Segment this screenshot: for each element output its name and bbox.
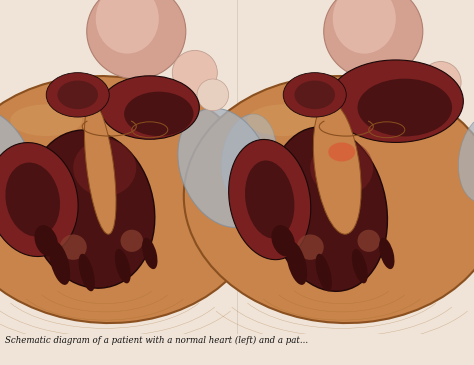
Text: Schematic diagram of a patient with a normal heart (left) and a pat...: Schematic diagram of a patient with a no… [5,336,308,345]
Ellipse shape [0,108,35,227]
Ellipse shape [297,234,324,260]
Ellipse shape [73,139,137,196]
Ellipse shape [0,143,78,257]
Ellipse shape [245,161,294,239]
Ellipse shape [310,139,373,196]
Ellipse shape [313,101,361,234]
Ellipse shape [0,76,263,323]
Ellipse shape [35,225,58,257]
Ellipse shape [57,81,98,109]
Ellipse shape [286,241,307,285]
Ellipse shape [5,162,60,237]
Ellipse shape [27,130,155,288]
Ellipse shape [328,60,464,142]
Ellipse shape [79,254,95,291]
Ellipse shape [221,114,276,203]
Ellipse shape [458,114,474,203]
Ellipse shape [120,230,143,252]
Ellipse shape [324,0,423,79]
Ellipse shape [115,249,131,283]
Ellipse shape [352,249,368,283]
Ellipse shape [379,238,394,269]
Ellipse shape [10,104,82,136]
Ellipse shape [49,241,70,285]
Ellipse shape [124,92,193,136]
Ellipse shape [357,79,452,137]
Ellipse shape [178,108,272,227]
Ellipse shape [272,225,295,257]
Ellipse shape [87,0,186,79]
Ellipse shape [283,73,346,117]
Ellipse shape [269,127,387,291]
Ellipse shape [357,230,380,252]
Ellipse shape [228,139,311,260]
Ellipse shape [316,254,332,291]
Ellipse shape [420,62,461,103]
Ellipse shape [100,76,199,139]
Ellipse shape [294,81,335,109]
Ellipse shape [333,0,396,54]
Ellipse shape [60,234,87,260]
Ellipse shape [197,79,228,111]
Ellipse shape [46,73,109,117]
Ellipse shape [184,76,474,323]
Ellipse shape [247,104,319,136]
Ellipse shape [328,142,355,161]
Ellipse shape [172,50,217,95]
Ellipse shape [96,0,159,54]
Ellipse shape [84,101,116,234]
Ellipse shape [142,238,157,269]
